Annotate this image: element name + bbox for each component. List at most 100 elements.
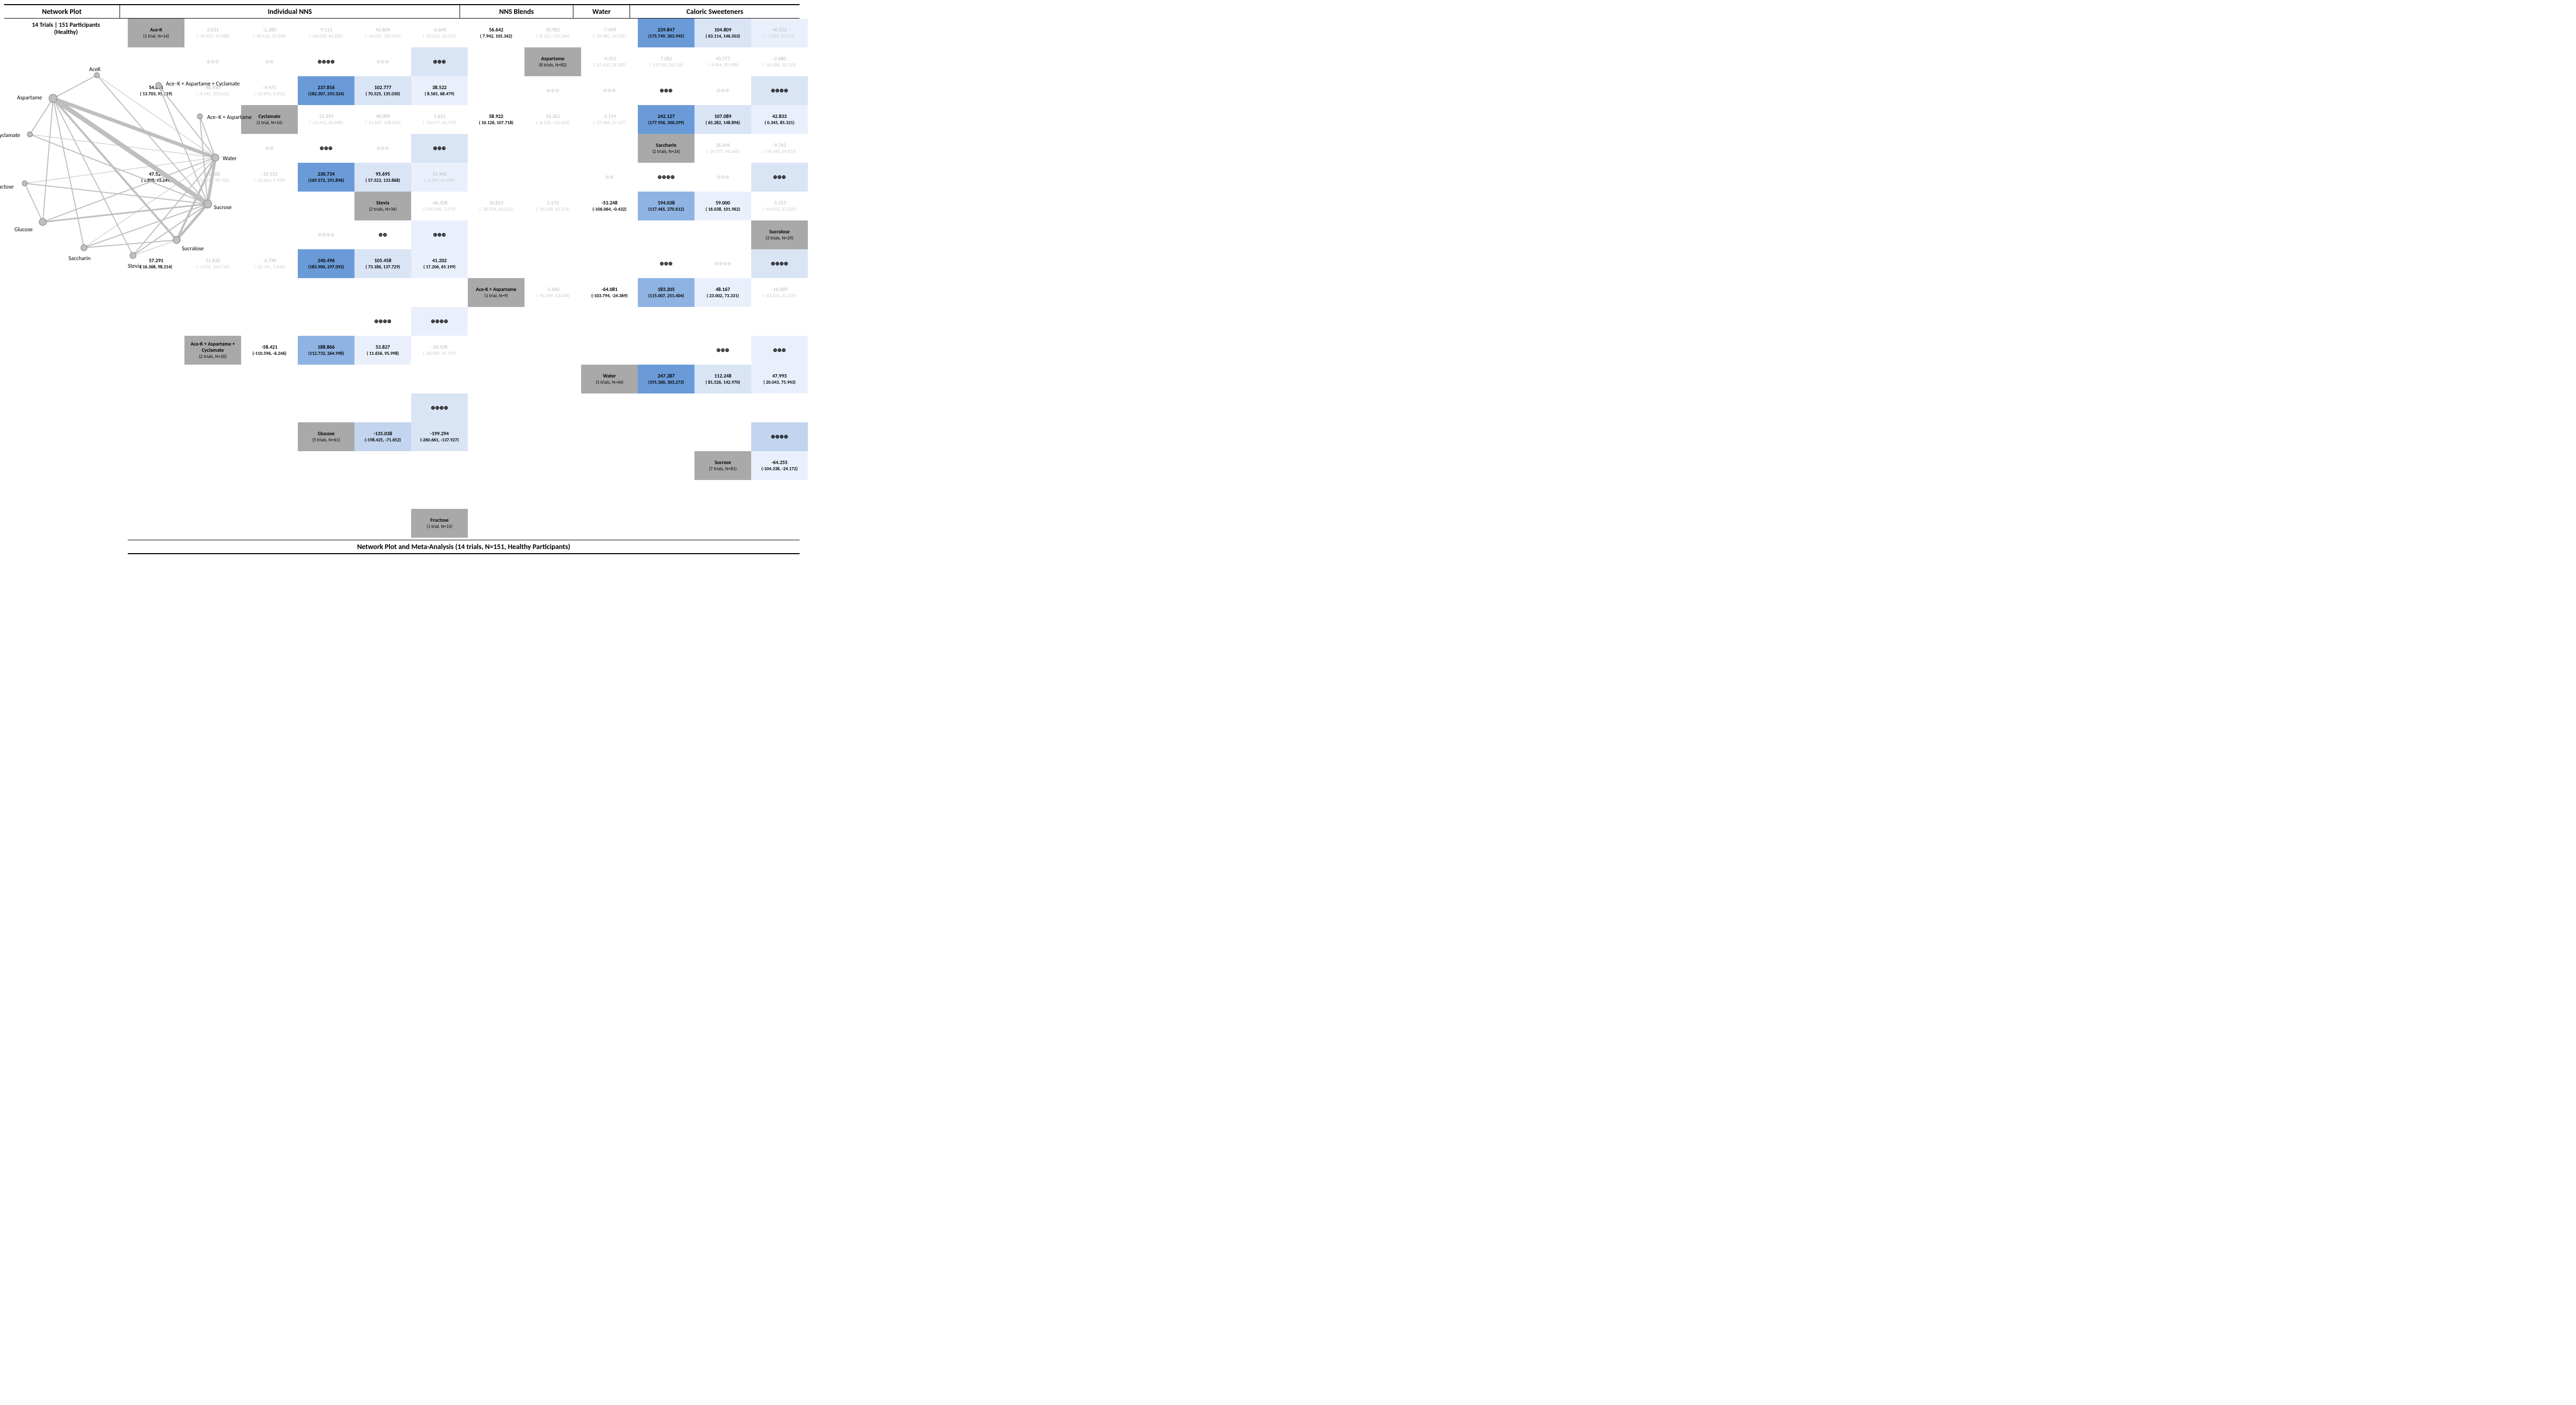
subtitle-line2: (Healthy) [54,29,78,36]
node-AKAspCyc [156,82,162,89]
node-AKAsp [197,114,202,119]
cell-r5-c9: 240.496(183.900, 297.092) [298,249,354,278]
cell-r2-c11: 42.833( 0.345, 85.321) [751,105,808,134]
cell-r2-c5: 1.631( -33.477, 36.739) [411,105,468,134]
diag-7: Ace-K + Aspartame + Cyclamate(2 trials, … [184,336,241,365]
cell-r3-c4: 36.696( -20.775, 94.166) [694,134,751,163]
grade-r7-c10: ⊕⊕⊕ [751,336,808,365]
blank-cell [411,480,468,509]
blank-cell [694,393,751,422]
grade-r6-c8: ⊕⊕⊕⊕ [354,307,411,336]
cell-r2-c6: 58.922( 10.126, 107.718) [468,105,524,134]
cell-r9-c10: -135.038(-198.425, -71.652) [354,422,411,451]
blank-cell [128,509,184,538]
node-label-AKAspCyc: Ace–K + Aspartame + Cyclamate [166,80,240,87]
grade-r1-c2: ⊕⊕⊕ [524,76,581,105]
blank-cell [524,393,581,422]
edge-AceK-Aspartame [53,75,97,98]
blank-cell [581,480,638,509]
grade-r2-c10: ⊕⊕⊕ [411,134,468,163]
cell-r3-c9: 230.734(169.572, 291.896) [298,163,354,192]
blank-cell [694,220,751,249]
grade-r3-c6: ⊕⊕⊕⊕ [638,163,694,192]
blank-cell [241,393,298,422]
cell-r1-c2: -4.311( -37.410, 28.787) [581,47,638,76]
cell-r6-c11: -16.089( -63.416, 31.239) [751,278,808,307]
blank-cell [468,336,524,365]
blank-cell [298,192,354,220]
cell-r6-c10: 48.167( 23.002, 73.331) [694,278,751,307]
grade-r4-c6: ⊕⊕⊕⊕ [298,220,354,249]
cell-r0-c1: 2.031( -30.925, 34.988) [184,19,241,47]
blank-cell [128,393,184,422]
blank-cell [128,278,184,307]
blank-cell [524,422,581,451]
blank-cell [184,509,241,538]
cell-r5-c10: 105.458( 73.186, 137.729) [354,249,411,278]
blank-cell [298,509,354,538]
cell-r2-c10: 107.089( 65.282, 148.896) [694,105,751,134]
node-Sucrose [204,200,212,208]
node-Stevia [130,252,136,259]
blank-cell [751,307,808,336]
header-row: Network Plot Individual NNS NNS Blends W… [4,4,800,19]
blank-cell [581,336,638,365]
blank-cell [354,451,411,480]
cell-r3-c10: 95.695( 57.523, 133.868) [354,163,411,192]
grade-r1-c10: ⊕⊕⊕⊕ [751,76,808,105]
blank-cell [751,393,808,422]
blank-cell [581,307,638,336]
cell-r2-c4: 48.089( -11.857, 108.035) [354,105,411,134]
blank-cell [638,451,694,480]
node-label-Cyclamate: Cyclamate [0,132,20,139]
blank-cell [581,220,638,249]
diag-10: Sucrose(7 trials, N=81) [694,451,751,480]
blank-cell [241,422,298,451]
cell-r10-c11: -64.255(-104.338, -24.172) [751,451,808,480]
node-label-Fructose: Fructose [0,183,13,190]
cell-r7-c10: 53.827( 11.656, 95.998) [354,336,411,365]
cell-r0-c8: -7.439( -39.580, 24.701) [581,19,638,47]
blank-cell [581,451,638,480]
blank-cell [184,307,241,336]
blank-cell [128,480,184,509]
cell-r2-c7: 53.262( -6.120, 112.643) [524,105,581,134]
node-label-AKAsp: Ace–K + Aspartame [207,114,252,121]
diag-5: Sucralose(3 trials, N=29) [751,220,808,249]
cell-r0-c3: 9.113( -26.058, 44.285) [298,19,354,47]
node-label-AceK: AceK [89,66,100,73]
cell-r1-c9: 237.816(182.307, 293.324) [298,76,354,105]
blank-cell [128,365,184,393]
blank-cell [638,422,694,451]
node-AceK [94,73,99,78]
blank-cell [468,249,524,278]
blank-cell [354,480,411,509]
blank-cell [524,163,581,192]
blank-cell [241,509,298,538]
cell-r8-c11: 47.993( 20.043, 75.943) [751,365,808,393]
grade-r0-c8: ⊕⊕⊕ [354,47,411,76]
node-label-Saccharin: Saccharin [69,255,91,262]
blank-cell [411,278,468,307]
blank-cell [411,451,468,480]
header-network-plot: Network Plot [4,5,120,18]
grade-r2-c6: ⊕⊕⊕ [298,134,354,163]
blank-cell [524,220,581,249]
blank-cell [128,451,184,480]
seg-caloric: Caloric Sweeteners [630,5,800,18]
blank-cell [298,365,354,393]
blank-cell [468,47,524,76]
blank-cell [524,307,581,336]
blank-cell [468,220,524,249]
blank-cell [241,451,298,480]
cell-r7-c11: -10.428( -68.609, 47.753) [411,336,468,365]
blank-cell [638,480,694,509]
node-Saccharin [81,245,87,251]
cell-r4-c10: 59.000( 16.038, 101.962) [694,192,751,220]
blank-cell [184,480,241,509]
edge-Aspartame-Glucose [43,98,53,222]
blank-cell [524,336,581,365]
cell-r0-c7: 50.982( -8.321, 110.284) [524,19,581,47]
blank-cell [751,480,808,509]
blank-cell [128,422,184,451]
